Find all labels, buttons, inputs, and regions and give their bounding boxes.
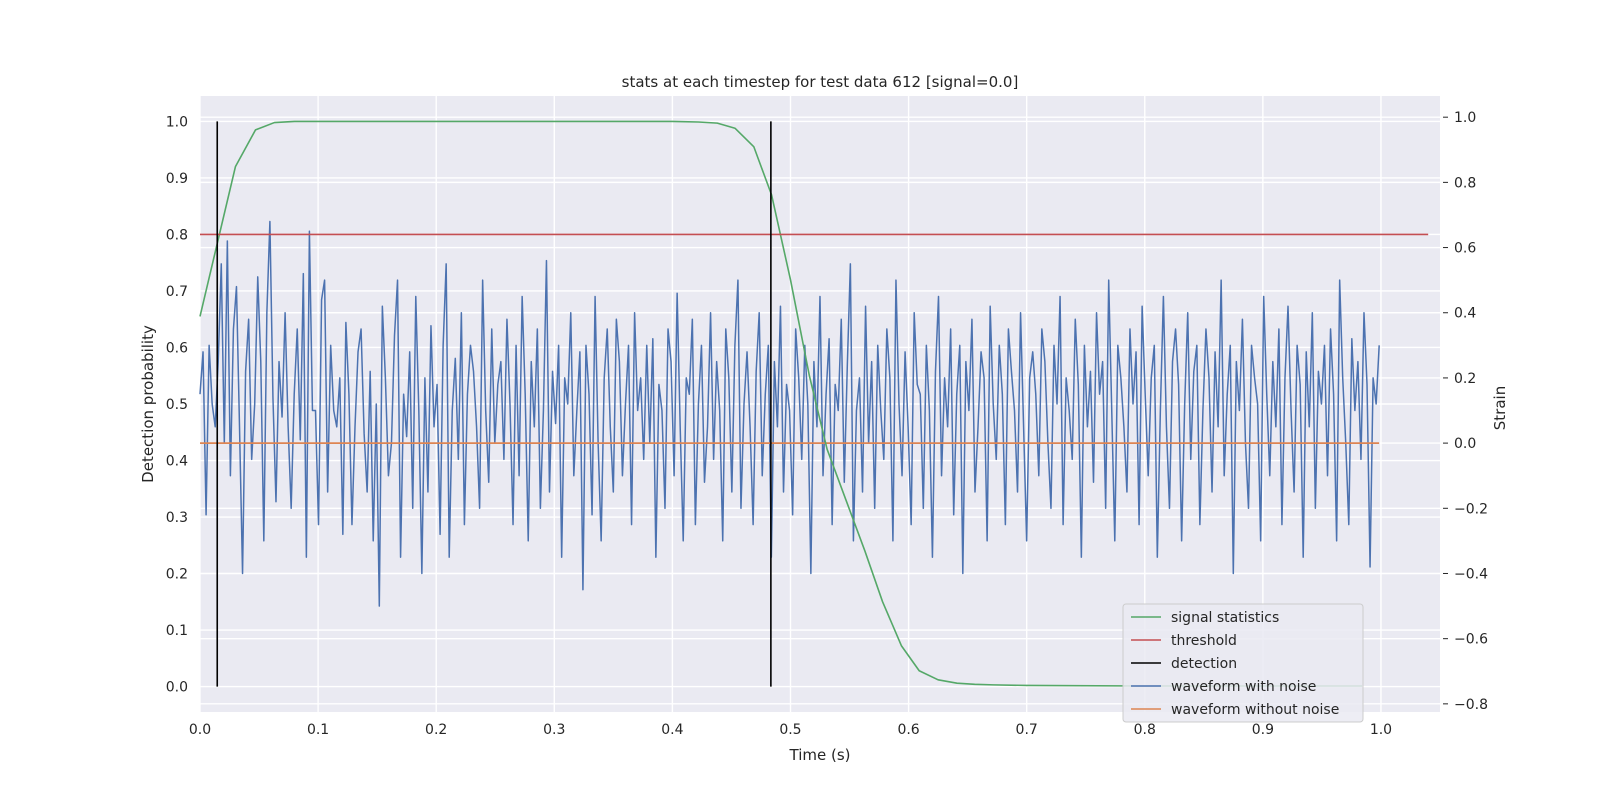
y2-tick-label: 0.0	[1454, 436, 1476, 452]
x-tick-label: 0.0	[189, 722, 211, 738]
y-tick-label: 0.9	[166, 171, 188, 187]
y-tick-label: 0.6	[166, 340, 188, 356]
x-tick-label: 0.4	[661, 722, 683, 738]
x-tick-label: 0.6	[897, 722, 919, 738]
x-axis-label: Time (s)	[789, 746, 851, 764]
x-tick-label: 0.2	[425, 722, 447, 738]
y-axis-label: Detection probability	[139, 325, 157, 483]
y-tick-labels: 0.0 0.1 0.2 0.3 0.4 0.5 0.6 0.7 0.8 0.9 1.0	[166, 114, 188, 695]
y-tick-label: 0.7	[166, 284, 188, 300]
y2-tick-label: 0.8	[1454, 175, 1476, 191]
x-tick-label: 0.5	[779, 722, 801, 738]
x-tick-labels: 0.0 0.1 0.2 0.3 0.4 0.5 0.6 0.7 0.8 0.9 1.0	[189, 722, 1392, 738]
legend: signal statistics threshold detection wa…	[1122, 603, 1364, 723]
legend-label-waveform-without-noise: waveform without noise	[1171, 702, 1339, 718]
y2-tick-label: −0.8	[1454, 697, 1488, 713]
legend-label-signal-statistics: signal statistics	[1171, 610, 1279, 626]
y-tick-label: 1.0	[166, 114, 188, 130]
y2-tick-labels: 1.0 0.8 0.6 0.4 0.2 0.0 −0.2 −0.4 −0.6 −0.8	[1443, 110, 1488, 713]
y-tick-label: 0.2	[166, 567, 188, 583]
y-tick-label: 0.5	[166, 397, 188, 413]
series-layer	[199, 120, 1429, 687]
y2-tick-label: 0.4	[1454, 306, 1476, 322]
legend-label-detection: detection	[1171, 656, 1237, 672]
chart-title: stats at each timestep for test data 612…	[622, 73, 1019, 91]
y-tick-label: 0.4	[166, 454, 188, 470]
x-tick-label: 0.1	[307, 722, 329, 738]
y2-tick-label: −0.6	[1454, 632, 1488, 648]
series-waveform-with-noise	[199, 220, 1380, 607]
x-tick-label: 0.3	[543, 722, 565, 738]
y-tick-label: 0.8	[166, 227, 188, 243]
legend-box	[1122, 603, 1364, 723]
y2-tick-label: −0.4	[1454, 566, 1488, 582]
y2-tick-label: 0.6	[1454, 241, 1476, 257]
x-tick-label: 0.9	[1252, 722, 1274, 738]
x-tick-label: 1.0	[1370, 722, 1392, 738]
y2-tick-label: 1.0	[1454, 110, 1476, 126]
x-tick-label: 0.8	[1134, 722, 1156, 738]
y2-tick-label: 0.2	[1454, 371, 1476, 387]
legend-label-threshold: threshold	[1171, 633, 1237, 649]
x-tick-label: 0.7	[1016, 722, 1038, 738]
y2-axis-label: Strain	[1491, 386, 1509, 430]
y-tick-label: 0.0	[166, 680, 188, 696]
y-tick-label: 0.3	[166, 510, 188, 526]
legend-label-waveform-with-noise: waveform with noise	[1171, 679, 1316, 695]
y-tick-label: 0.1	[166, 623, 188, 639]
y2-tick-label: −0.2	[1454, 501, 1488, 517]
series-signal-statistics	[199, 120, 1363, 687]
